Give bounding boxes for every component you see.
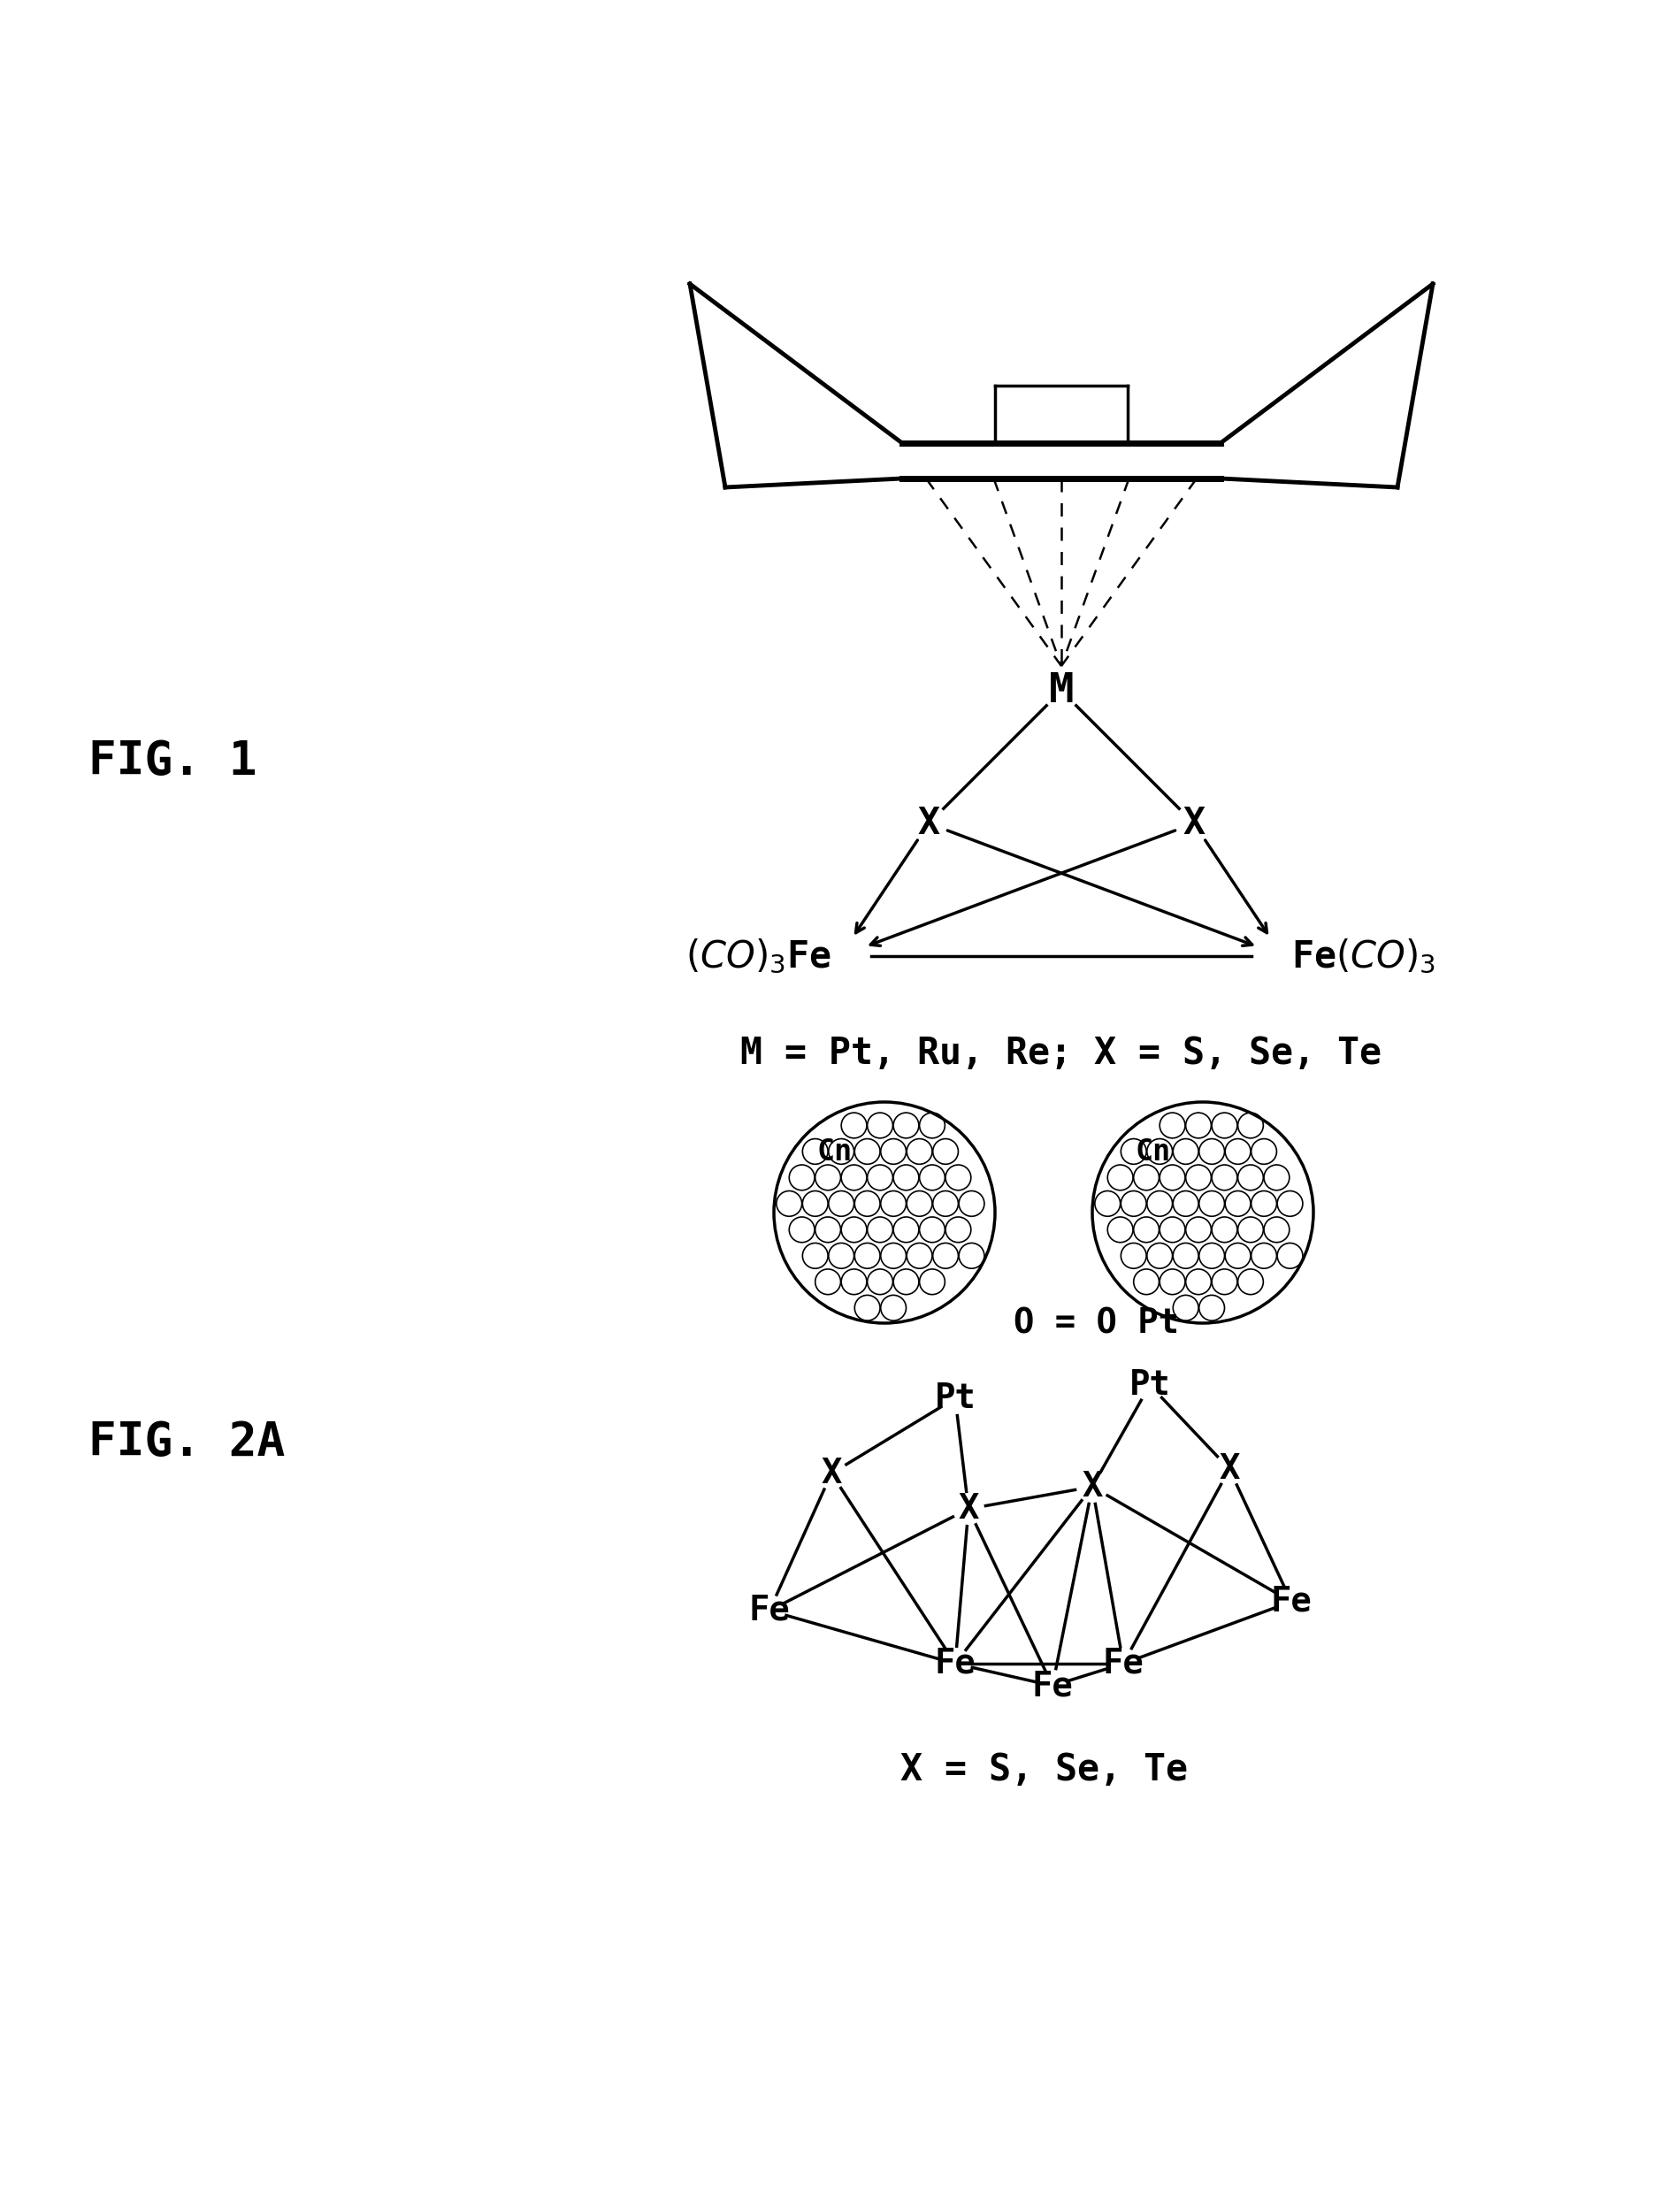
Text: X: X <box>821 1458 842 1491</box>
Text: O = O Pt: O = O Pt <box>1013 1307 1179 1340</box>
Text: M = Pt, Ru, Re; X = S, Se, Te: M = Pt, Ru, Re; X = S, Se, Te <box>741 1035 1382 1073</box>
Text: X: X <box>1183 805 1206 843</box>
Text: FIG. 2A: FIG. 2A <box>88 1420 286 1467</box>
Text: M: M <box>1048 670 1075 710</box>
Text: Cn: Cn <box>817 1137 852 1166</box>
Text: FIG. 1: FIG. 1 <box>88 739 257 785</box>
Text: $(CO)_3$Fe: $(CO)_3$Fe <box>686 938 832 975</box>
Text: Fe: Fe <box>749 1595 791 1628</box>
Text: Fe: Fe <box>1103 1648 1144 1681</box>
Text: Fe: Fe <box>1031 1668 1073 1703</box>
Text: X = S, Se, Te: X = S, Se, Te <box>900 1752 1188 1787</box>
Text: X: X <box>917 805 940 843</box>
Text: Pt: Pt <box>935 1382 977 1416</box>
Text: X: X <box>958 1493 978 1526</box>
Text: Pt: Pt <box>1129 1369 1171 1402</box>
Text: X: X <box>1081 1471 1103 1504</box>
Text: X: X <box>1219 1453 1239 1486</box>
Text: Fe: Fe <box>935 1648 977 1681</box>
Text: Cn: Cn <box>1136 1137 1171 1166</box>
Text: Fe$(CO)_3$: Fe$(CO)_3$ <box>1291 938 1435 975</box>
Text: Fe: Fe <box>1271 1586 1312 1619</box>
